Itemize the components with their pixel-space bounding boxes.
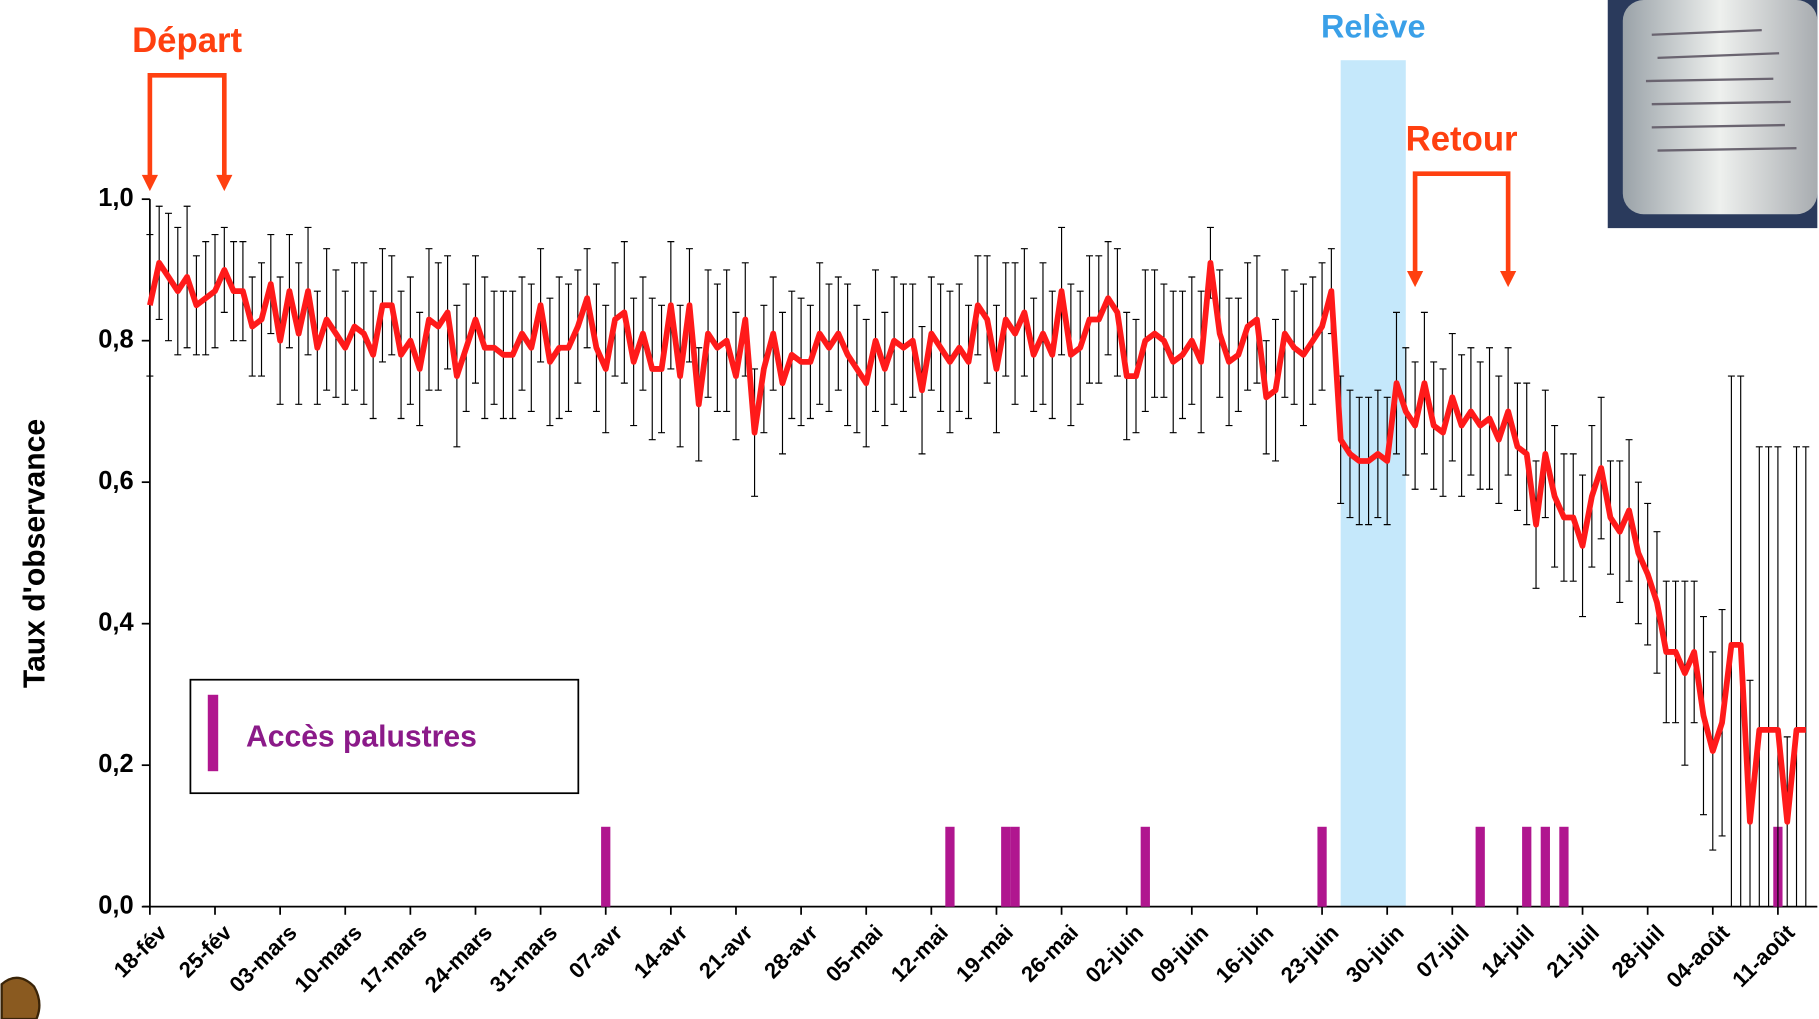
x-tick-label: 02-juin	[1080, 920, 1148, 988]
annotation-bracket	[1412, 171, 1511, 276]
event-bar	[945, 826, 955, 907]
data-line	[147, 259, 1806, 825]
y-tick-label: 1,0	[98, 184, 133, 212]
y-axis-label: Taux d'observance	[18, 419, 51, 688]
x-tick-label: 25-fév	[174, 919, 237, 982]
annotation-label: Départ	[132, 22, 242, 60]
event-bar	[1001, 826, 1011, 907]
event-bar	[1317, 826, 1327, 907]
background-layer	[1340, 60, 1406, 907]
event-bar	[1559, 826, 1569, 907]
legend-swatch	[207, 694, 219, 772]
annotation-bracket	[147, 72, 227, 180]
error-bar	[146, 233, 154, 377]
x-tick-label: 03-mars	[224, 920, 301, 997]
annotation-arrowhead	[141, 174, 158, 192]
x-tick-label: 07-juil	[1411, 920, 1474, 983]
event-bar	[1010, 826, 1020, 907]
x-tick-label: 07-avr	[564, 920, 628, 984]
x-tick-label: 14-avr	[629, 920, 693, 984]
photo	[1607, 0, 1818, 229]
annotation-arrowhead	[216, 174, 233, 192]
legend-label: Accès palustres	[246, 721, 477, 754]
x-tick-label: 19-mai	[951, 920, 1018, 987]
x-tick-label: 05-mai	[821, 920, 888, 987]
logo	[0, 976, 41, 1019]
x-tick-label: 14-juil	[1476, 920, 1539, 983]
x-tick-label: 21-juil	[1541, 920, 1604, 983]
y-tick-label: 0,0	[98, 891, 133, 919]
x-tick-label: 04-août	[1661, 919, 1734, 992]
highlight-label: Relève	[1321, 9, 1426, 45]
x-tick-label: 18-fév	[109, 919, 172, 982]
x-tick-label: 12-mai	[886, 920, 953, 987]
event-bar	[1475, 826, 1485, 907]
x-tick-label: 10-mars	[289, 920, 366, 997]
x-tick-label: 09-juin	[1146, 920, 1214, 988]
event-bar	[1140, 826, 1150, 907]
error-bars	[146, 205, 1810, 907]
bottle-label-lines	[1645, 28, 1797, 152]
x-tick-label: 24-mars	[420, 920, 497, 997]
x-tick-label: 28-avr	[759, 920, 823, 984]
x-tick-label: 17-mars	[355, 920, 432, 997]
legend: Accès palustres	[189, 678, 580, 795]
x-tick-label: 11-août	[1727, 919, 1800, 992]
y-tick-label: 0,4	[98, 608, 134, 636]
legend-box	[189, 678, 580, 795]
highlight-band	[1340, 60, 1406, 907]
event-bar	[1522, 826, 1532, 907]
annotation-label: Retour	[1406, 120, 1518, 158]
x-tick-label: 30-juin	[1341, 920, 1409, 988]
y-tick-label: 0,6	[98, 467, 133, 495]
x-tick-label: 31-mars	[485, 920, 562, 997]
x-tick-label: 21-avr	[694, 920, 758, 984]
y-tick-label: 0,8	[98, 325, 133, 353]
annotation-arrowhead	[1406, 270, 1424, 288]
logo-shape	[0, 976, 41, 1019]
x-tick-label: 28-juil	[1607, 920, 1670, 983]
event-bar	[1540, 826, 1550, 907]
y-tick-label: 0,2	[98, 750, 133, 778]
annotation-arrowhead	[1500, 270, 1517, 288]
x-tick-label: 16-juin	[1211, 920, 1279, 988]
x-tick-label: 26-mai	[1016, 920, 1083, 987]
x-tick-label: 23-juin	[1276, 920, 1344, 988]
event-bar	[601, 826, 611, 907]
